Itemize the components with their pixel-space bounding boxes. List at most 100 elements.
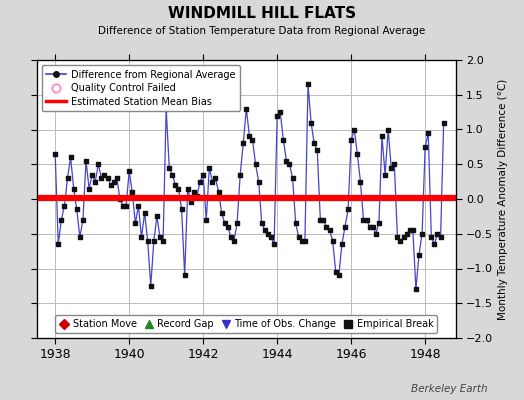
Point [338,241,346,247]
Point [288,175,297,181]
Point [372,230,380,237]
Text: Difference of Station Temperature Data from Regional Average: Difference of Station Temperature Data f… [99,26,425,36]
Point [258,220,266,226]
Point [424,130,432,136]
Point [294,234,303,240]
Point [75,234,84,240]
Point [180,272,189,279]
Point [368,224,377,230]
Point [196,178,204,185]
Point [79,217,87,223]
Point [344,206,352,213]
Point [85,185,93,192]
Point [301,238,309,244]
Point [122,203,130,209]
Point [356,178,365,185]
Point [162,106,170,112]
Point [174,185,183,192]
Point [248,137,257,143]
Point [100,172,108,178]
Point [165,164,173,171]
Text: WINDMILL HILL FLATS: WINDMILL HILL FLATS [168,6,356,21]
Point [156,234,164,240]
Point [202,217,211,223]
Point [402,230,411,237]
Point [131,220,139,226]
Point [279,137,288,143]
Point [390,161,399,168]
Point [193,192,201,199]
Point [190,189,198,195]
Legend: Station Move, Record Gap, Time of Obs. Change, Empirical Break: Station Move, Record Gap, Time of Obs. C… [56,315,437,333]
Point [378,133,386,140]
Point [97,175,106,181]
Point [67,154,75,160]
Point [94,161,103,168]
Point [399,234,408,240]
Point [144,238,152,244]
Point [217,210,226,216]
Point [260,227,269,234]
Point [359,217,368,223]
Point [110,178,118,185]
Point [255,178,263,185]
Point [211,175,220,181]
Point [183,185,192,192]
Point [307,119,315,126]
Point [313,147,321,154]
Point [113,175,121,181]
Point [430,241,439,247]
Point [436,234,445,240]
Point [270,241,278,247]
Point [310,140,319,146]
Point [199,172,208,178]
Point [70,185,78,192]
Point [393,234,401,240]
Point [159,238,167,244]
Point [137,234,146,240]
Point [418,230,427,237]
Point [233,220,241,226]
Point [267,234,275,240]
Point [230,238,238,244]
Point [54,241,62,247]
Point [335,272,343,279]
Point [224,224,232,230]
Point [82,158,90,164]
Point [341,224,349,230]
Point [103,175,112,181]
Point [276,109,285,115]
Point [264,230,272,237]
Point [396,238,405,244]
Point [128,189,136,195]
Point [381,172,389,178]
Text: Berkeley Earth: Berkeley Earth [411,384,487,394]
Point [150,238,158,244]
Point [412,286,420,292]
Point [347,137,355,143]
Point [406,227,414,234]
Point [168,172,177,178]
Point [273,112,281,119]
Point [88,172,96,178]
Point [409,227,417,234]
Point [221,220,229,226]
Point [119,203,127,209]
Point [421,144,429,150]
Point [285,161,293,168]
Point [252,161,260,168]
Point [147,283,155,289]
Point [239,140,247,146]
Point [415,251,423,258]
Point [427,234,435,240]
Point [353,151,362,157]
Point [205,164,214,171]
Point [350,126,358,133]
Point [208,178,216,185]
Point [63,175,72,181]
Point [134,203,143,209]
Point [384,126,392,133]
Point [291,220,300,226]
Point [433,230,442,237]
Point [332,269,340,275]
